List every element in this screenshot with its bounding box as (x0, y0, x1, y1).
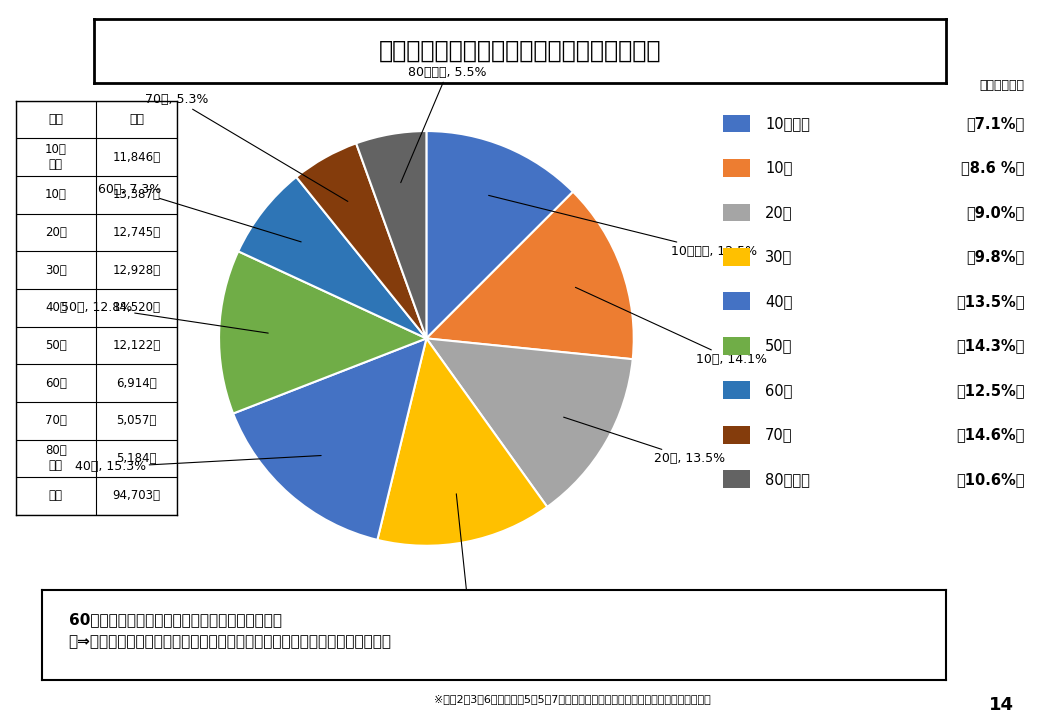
Text: 13,387人: 13,387人 (112, 189, 160, 202)
Text: （14.6%）: （14.6%） (956, 427, 1024, 442)
Text: （人口割合）: （人口割合） (980, 79, 1024, 92)
Text: 60代以上は人口割合に対して感染者の割合が低い
　⇒他の世代と比較して、ワクチン接種率が高く、感染予防効果が発揮された: 60代以上は人口割合に対して感染者の割合が低い ⇒他の世代と比較して、ワクチン接… (69, 612, 392, 649)
Text: 70代: 70代 (45, 414, 67, 427)
Text: 10歳未満, 12.5%: 10歳未満, 12.5% (489, 195, 757, 258)
FancyBboxPatch shape (723, 426, 750, 444)
Text: （13.5%）: （13.5%） (956, 294, 1024, 309)
FancyBboxPatch shape (723, 204, 750, 221)
Wedge shape (426, 338, 632, 507)
Text: 5,184人: 5,184人 (116, 452, 157, 465)
FancyBboxPatch shape (723, 470, 750, 488)
Text: 年代: 年代 (49, 113, 63, 126)
Text: （10.6%）: （10.6%） (956, 472, 1024, 487)
FancyBboxPatch shape (723, 337, 750, 355)
Wedge shape (426, 192, 633, 359)
Text: 50代: 50代 (765, 338, 792, 354)
Text: （9.0%）: （9.0%） (966, 205, 1024, 220)
Wedge shape (219, 251, 426, 413)
Text: （7.1%）: （7.1%） (966, 116, 1024, 131)
Text: 80代
以上: 80代 以上 (45, 444, 67, 472)
Text: 12,745人: 12,745人 (112, 226, 160, 239)
Wedge shape (356, 131, 426, 338)
Text: 11,846人: 11,846人 (112, 150, 160, 163)
Text: 60代: 60代 (765, 383, 792, 397)
Text: 40代: 40代 (765, 294, 792, 309)
Text: ※令和2年3月6日から令和5年5月7日までの感染者のうち、居住地が奈良市の者の集計: ※令和2年3月6日から令和5年5月7日までの感染者のうち、居住地が奈良市の者の集… (434, 694, 710, 704)
Wedge shape (233, 338, 426, 540)
Text: 20代: 20代 (765, 205, 792, 220)
Text: 10代, 14.1%: 10代, 14.1% (575, 287, 766, 366)
Text: 60代, 7.3%: 60代, 7.3% (98, 183, 302, 242)
Text: 70代, 5.3%: 70代, 5.3% (146, 94, 347, 202)
Text: 80代以上: 80代以上 (765, 472, 810, 487)
Text: 94,703人: 94,703人 (112, 490, 160, 503)
Text: 30代: 30代 (45, 264, 67, 276)
Text: 10代: 10代 (45, 189, 67, 202)
Text: 50代, 12.8%: 50代, 12.8% (60, 301, 268, 333)
Text: （8.6 %）: （8.6 %） (961, 161, 1024, 176)
Text: 14,520人: 14,520人 (112, 301, 160, 315)
Text: 20代: 20代 (45, 226, 67, 239)
Text: 12,928人: 12,928人 (112, 264, 160, 276)
Text: 80代以上, 5.5%: 80代以上, 5.5% (400, 66, 487, 183)
Text: 40代, 15.3%: 40代, 15.3% (75, 456, 321, 474)
Text: 合計: 合計 (49, 490, 62, 503)
Text: 14: 14 (989, 696, 1014, 714)
Text: 20代, 13.5%: 20代, 13.5% (564, 417, 726, 465)
Wedge shape (238, 177, 426, 338)
FancyBboxPatch shape (723, 114, 750, 132)
Text: 50代: 50代 (45, 339, 67, 352)
Text: （14.3%）: （14.3%） (956, 338, 1024, 354)
FancyBboxPatch shape (723, 159, 750, 177)
Text: 10歳未満: 10歳未満 (765, 116, 810, 131)
Text: 6,914人: 6,914人 (116, 377, 157, 390)
Wedge shape (426, 131, 573, 338)
Text: 12,122人: 12,122人 (112, 339, 160, 352)
Text: （9.8%）: （9.8%） (966, 249, 1024, 264)
Text: 10歳
未満: 10歳 未満 (45, 143, 67, 171)
Text: 奈良市における新規陽性者数等の年代別割合: 奈良市における新規陽性者数等の年代別割合 (379, 39, 661, 63)
Text: 5,057人: 5,057人 (116, 414, 157, 427)
Text: 70代: 70代 (765, 427, 792, 442)
Wedge shape (378, 338, 547, 546)
Text: 人数: 人数 (129, 113, 144, 126)
Text: 30代, 13.7%: 30代, 13.7% (433, 494, 503, 611)
FancyBboxPatch shape (723, 248, 750, 266)
FancyBboxPatch shape (723, 382, 750, 399)
Text: （12.5%）: （12.5%） (956, 383, 1024, 397)
Text: 40代: 40代 (45, 301, 67, 315)
FancyBboxPatch shape (723, 292, 750, 310)
Text: 30代: 30代 (765, 249, 792, 264)
Text: 10代: 10代 (765, 161, 792, 176)
Text: 60代: 60代 (45, 377, 67, 390)
Wedge shape (296, 143, 426, 338)
